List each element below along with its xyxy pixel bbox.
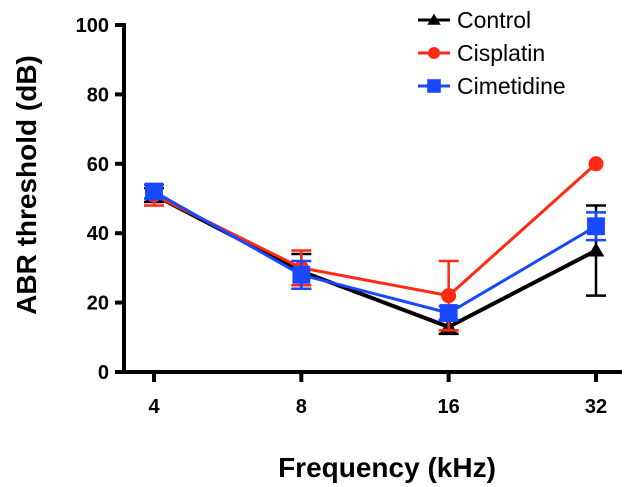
legend-label: Cimetidine [457, 73, 566, 99]
x-axis-title: Frequency (kHz) [278, 452, 496, 483]
y-tick-label: 20 [87, 293, 109, 315]
y-tick-label: 40 [87, 223, 109, 245]
legend-marker [428, 47, 440, 59]
series-layer [144, 156, 606, 334]
y-axis-title: ABR threshold (dB) [11, 55, 42, 315]
legend-item-cisplatin: Cisplatin [418, 40, 545, 66]
x-tick-label: 16 [438, 396, 460, 418]
data-point [587, 217, 605, 235]
series-line [154, 195, 596, 327]
y-tick-label: 0 [98, 362, 109, 384]
data-point [588, 243, 605, 257]
legend: Control Cisplatin Cimetidine [418, 7, 566, 99]
x-tick-label: 32 [585, 396, 607, 418]
y-tick-label: 100 [76, 15, 109, 37]
y-ticks: 0 20 40 60 80 100 [76, 15, 124, 384]
y-tick-label: 60 [87, 154, 109, 176]
series-cisplatin [144, 156, 604, 330]
series-line [154, 192, 596, 313]
data-point [440, 304, 458, 322]
legend-label: Control [457, 7, 531, 33]
legend-label: Cisplatin [457, 40, 545, 66]
data-point [589, 156, 604, 171]
x-tick-label: 8 [296, 396, 307, 418]
data-point [145, 183, 163, 201]
legend-item-control: Control [418, 7, 531, 33]
legend-marker [427, 79, 441, 93]
data-point [292, 266, 310, 284]
data-point [441, 288, 456, 303]
x-ticks: 4 8 16 32 [148, 372, 607, 418]
y-tick-label: 80 [87, 84, 109, 106]
x-tick-label: 4 [148, 396, 160, 418]
legend-item-cimetidine: Cimetidine [418, 73, 566, 99]
